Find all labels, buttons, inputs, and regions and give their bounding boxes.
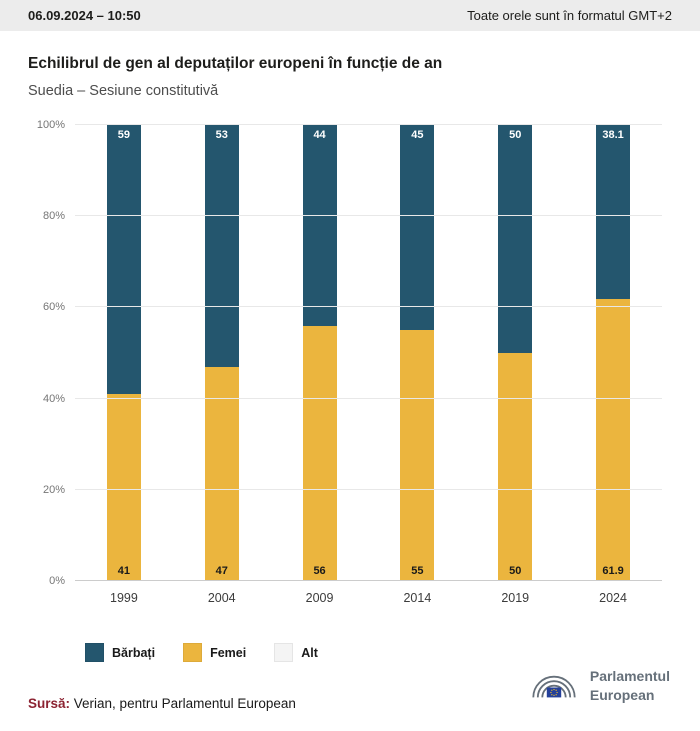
gridline: [75, 124, 662, 125]
plot-area: 59 41 53 47 44 56 45 55 50 50 38.1 61.9 0% 20% 40% 60%…: [37, 119, 662, 587]
bar-value-men: 45: [411, 129, 424, 141]
y-tick-label: 80%: [42, 210, 65, 223]
y-tick-label: 100%: [36, 119, 65, 131]
bar-value-men: 50: [509, 129, 522, 141]
x-axis-label-2019: 2019: [501, 591, 530, 605]
stacked-bar-2014: 45 55: [400, 125, 435, 581]
bar-value-men: 38.1: [602, 129, 624, 141]
bar-value-women: 50: [509, 565, 522, 577]
bar-column-2009: 44 56: [271, 125, 369, 581]
stacked-bar-2019: 50 50: [498, 125, 533, 581]
bar-column-2019: 50 50: [466, 125, 564, 581]
stacked-bar-2004: 53 47: [204, 125, 239, 581]
ep-logo-line2: European: [589, 686, 655, 703]
bar-value-men: 53: [215, 129, 228, 141]
source-label: Sursă:: [28, 696, 71, 711]
bar-segment-women: [400, 330, 435, 581]
bar-value-women: 61.9: [602, 565, 624, 577]
legend-swatch: [85, 643, 104, 662]
bar-column-2024: 38.1 61.9: [564, 125, 662, 581]
bar-value-men: 59: [117, 129, 131, 141]
legend-label: Bărbați: [112, 645, 156, 660]
bar-value-women: 41: [117, 565, 131, 577]
bar-segment-men: [106, 125, 141, 395]
legend-label: Alt: [301, 645, 318, 660]
eu-flag-icon: [546, 687, 562, 698]
chart-subtitle: Suedia – Sesiune constitutivă: [28, 83, 219, 99]
bar-value-women: 56: [313, 565, 326, 577]
bar-segment-women: [204, 366, 239, 581]
bar-column-1999: 59 41: [75, 125, 173, 581]
legend-item-femei[interactable]: Femei: [183, 643, 246, 662]
ep-logo: Parlamentul European: [527, 662, 670, 709]
bar-column-2014: 45 55: [368, 125, 466, 581]
legend-item-bărbați[interactable]: Bărbați: [85, 643, 155, 662]
y-tick-label: 20%: [42, 483, 65, 496]
gridline: [75, 488, 662, 490]
datetime-text: 06.09.2024 – 10:50: [28, 8, 141, 23]
bar-segment-men: [596, 125, 631, 299]
ep-logo-line1: Parlamentul: [589, 668, 670, 685]
stacked-bar-1999: 59 41: [106, 125, 141, 581]
y-tick-label: 60%: [42, 301, 65, 314]
bar-segment-men: [498, 125, 533, 353]
gridline: [75, 397, 662, 399]
x-axis-label-2014: 2014: [403, 591, 432, 605]
legend: Bărbați Femei Alt: [85, 643, 700, 662]
x-axis-label-1999: 1999: [110, 591, 138, 605]
x-axis-label-2009: 2009: [305, 591, 334, 605]
y-tick-label: 0%: [49, 575, 65, 587]
gridline: [75, 306, 662, 308]
chart-title: Echilibrul de gen al deputaților europen…: [28, 55, 443, 72]
source-text: Verian, pentru Parlamentul European: [70, 696, 296, 711]
stacked-bar-2024: 38.1 61.9: [596, 125, 631, 581]
x-axis-label-2004: 2004: [207, 591, 236, 605]
gridline: [75, 215, 662, 217]
bar-value-women: 55: [411, 565, 424, 577]
source-line: Sursă: Verian, pentru Parlamentul Europe…: [28, 696, 296, 711]
bar-segment-men: [400, 125, 435, 331]
legend-item-alt[interactable]: Alt: [274, 643, 318, 662]
title-block: Echilibrul de gen al deputaților europen…: [0, 55, 700, 99]
top-bar: 06.09.2024 – 10:50 Toate orele sunt în f…: [0, 0, 700, 31]
y-tick-label: 40%: [42, 392, 65, 405]
bar-value-men: 44: [313, 129, 326, 141]
ep-hemicycle-icon: [527, 662, 581, 709]
bar-segment-women: [106, 394, 141, 581]
bar-segment-women: [302, 325, 337, 581]
legend-label: Femei: [210, 645, 247, 660]
x-axis: 1999 2004 2009 2014 2019 2024: [75, 591, 662, 605]
stacked-bar-2009: 44 56: [302, 125, 337, 581]
bar-segment-women: [498, 353, 533, 581]
timezone-note: Toate orele sunt în formatul GMT+2: [467, 8, 672, 23]
ep-logo-text: Parlamentul European: [590, 667, 670, 703]
bar-segment-men: [302, 125, 337, 326]
gridline: [75, 580, 662, 581]
x-axis-label-2024: 2024: [599, 591, 627, 605]
bars-container: 59 41 53 47 44 56 45 55 50 50 38.1 61.9: [75, 125, 662, 581]
bar-segment-men: [204, 125, 239, 367]
bar-column-2004: 53 47: [173, 125, 271, 581]
bar-segment-women: [596, 298, 631, 581]
legend-swatch: [183, 643, 203, 662]
chart: 59 41 53 47 44 56 45 55 50 50 38.1 61.9 0% 20% 40% 60%…: [0, 119, 700, 605]
bar-value-women: 47: [215, 565, 228, 577]
legend-swatch: [274, 643, 294, 662]
